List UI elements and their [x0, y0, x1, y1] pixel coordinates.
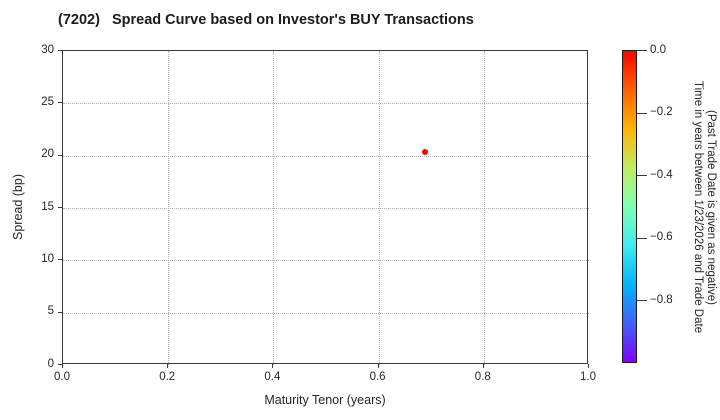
- chart-title: (7202) Spread Curve based on Investor's …: [58, 12, 474, 28]
- y-tick-label: 0: [47, 357, 54, 370]
- colorbar-tick: [637, 300, 647, 302]
- y-gridline: [63, 208, 589, 209]
- x-tick: [588, 364, 589, 368]
- y-gridline: [63, 260, 589, 262]
- colorbar-label-line2: (Past Trade Date is given as negative): [705, 109, 717, 305]
- y-tick: [58, 50, 62, 51]
- x-tick: [272, 364, 274, 368]
- colorbar-tick: [637, 175, 647, 177]
- y-tick-label: 30: [41, 43, 54, 56]
- y-tick: [58, 207, 62, 208]
- y-tick: [58, 311, 62, 313]
- y-tick-label: 5: [47, 305, 54, 318]
- y-axis-label: Spread (bp): [11, 173, 25, 241]
- y-tick: [58, 364, 62, 365]
- x-tick-label: 0.8: [474, 371, 491, 383]
- x-tick-label: 1.0: [580, 371, 596, 383]
- colorbar-tick-label: −0.8: [650, 293, 673, 306]
- x-axis-label: Maturity Tenor (years): [264, 393, 386, 407]
- x-tick-label: 0.6: [369, 371, 386, 383]
- colorbar-tick: [637, 112, 647, 114]
- y-gridline: [63, 103, 589, 105]
- x-tick: [482, 364, 484, 368]
- colorbar-tick: [637, 50, 647, 51]
- y-tick-label: 25: [41, 95, 54, 108]
- colorbar-label: Time in years between 1/23/2026 and Trad…: [691, 44, 717, 370]
- colorbar-label-line1: Time in years between 1/23/2026 and Trad…: [692, 80, 704, 334]
- data-point: [421, 148, 428, 155]
- colorbar-tick-label: −0.4: [650, 168, 673, 181]
- x-tick-label: 0.0: [54, 371, 70, 383]
- x-tick: [62, 364, 63, 368]
- y-tick: [58, 259, 62, 261]
- y-tick: [58, 154, 62, 156]
- y-gridline: [63, 155, 589, 157]
- plot-area: [62, 50, 589, 365]
- y-tick-label: 15: [41, 200, 54, 213]
- x-tick-label: 0.2: [159, 371, 176, 383]
- x-tick-label: 0.4: [264, 371, 281, 383]
- y-tick-label: 10: [41, 252, 54, 265]
- x-tick: [377, 364, 379, 368]
- colorbar-tick-label: 0.0: [650, 43, 666, 56]
- colorbar: [622, 50, 637, 363]
- y-tick-label: 20: [41, 148, 54, 161]
- y-gridline: [63, 312, 589, 314]
- colorbar-tick: [637, 237, 647, 239]
- colorbar-tick-label: −0.2: [650, 106, 673, 119]
- x-tick: [167, 364, 169, 368]
- y-tick: [58, 102, 62, 104]
- colorbar-tick-label: −0.6: [650, 231, 673, 244]
